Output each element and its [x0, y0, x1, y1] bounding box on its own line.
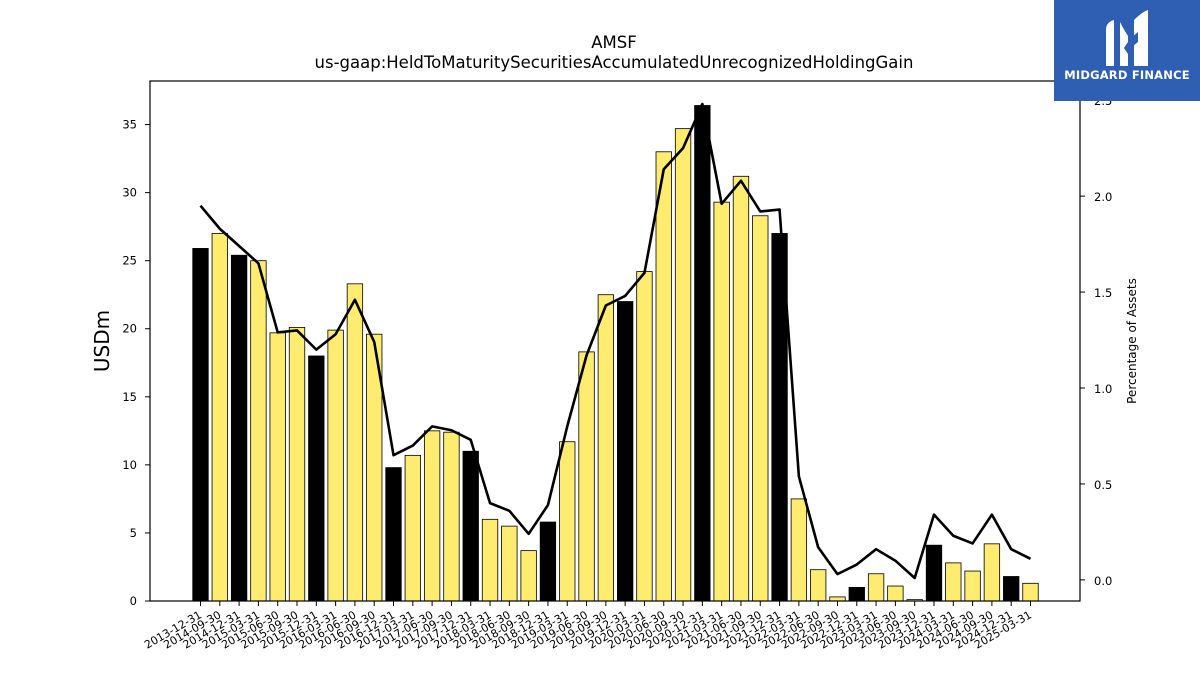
y-tick-label: 20	[122, 322, 137, 336]
bar-2016-06-30	[346, 283, 364, 602]
logo-text: MIDGARD FINANCE	[1064, 68, 1190, 82]
percentage-line	[199, 102, 1032, 580]
bar-2021-03-31	[713, 201, 730, 602]
bar-2015-12-31	[308, 355, 325, 602]
y2-tick-label: 0.0	[1094, 574, 1112, 588]
chart-title: AMSF	[591, 33, 637, 52]
bar-2020-06-30	[655, 151, 672, 602]
midgard-finance-logo: MIDGARD FINANCE	[1054, 0, 1200, 101]
bar-2018-06-30	[501, 525, 518, 602]
y2-axis-label: Percentage of Assets	[1125, 278, 1139, 404]
bar-2023-12-31	[925, 544, 943, 602]
bar-2015-06-30	[269, 332, 286, 602]
bar-2019-03-31	[559, 441, 576, 602]
plot-frame	[149, 80, 1081, 602]
x-axis: 2013-12-312014-09-302014-12-312015-03-31…	[142, 601, 1034, 652]
bar-2018-03-31	[481, 518, 499, 602]
y-tick-label: 25	[122, 254, 137, 268]
bar-2017-12-31	[462, 450, 479, 602]
bar-2013-12-31	[192, 248, 209, 602]
bar-2018-12-31	[539, 521, 557, 602]
bar-2020-03-31	[636, 271, 653, 602]
y-tick-label: 35	[122, 118, 137, 132]
bar-2023-03-31	[867, 573, 885, 602]
y-tick-label: 30	[122, 186, 137, 200]
y2-tick-label: 1.0	[1094, 382, 1112, 396]
y2-tick-label: 2.0	[1094, 190, 1112, 204]
bar-2024-12-31	[1003, 576, 1020, 602]
y-tick-label: 15	[122, 390, 137, 404]
y-tick-label: 10	[122, 458, 137, 472]
y-axis-label: USDm	[90, 310, 114, 372]
y2-tick-label: 0.5	[1094, 478, 1112, 492]
bar-2019-06-30	[578, 351, 595, 602]
y-tick-label: 0	[130, 594, 137, 608]
bar-2022-12-31	[848, 586, 865, 602]
bar-2023-06-30	[887, 585, 904, 602]
bar-2024-06-30	[964, 570, 981, 602]
bar-2016-12-31	[385, 467, 402, 602]
bar-2017-06-30	[423, 430, 441, 602]
chart-subtitle: us-gaap:HeldToMaturitySecuritiesAccumula…	[315, 53, 914, 72]
bars	[192, 105, 1039, 602]
bar-2022-09-30	[829, 596, 846, 602]
bar-2025-03-31	[1022, 582, 1039, 602]
bar-2016-03-31	[327, 329, 344, 602]
midgard-logo-icon	[1106, 10, 1148, 66]
y2-tick-label: 1.5	[1094, 286, 1112, 300]
bar-2024-09-30	[983, 543, 1001, 602]
bar-2018-09-30	[520, 550, 537, 602]
bar-2019-09-30	[597, 294, 614, 602]
bar-2014-09-30	[211, 233, 228, 602]
bar-2017-09-30	[443, 431, 460, 602]
bar-2021-09-30	[752, 215, 769, 602]
y-tick-label: 5	[130, 526, 137, 540]
bar-2022-03-31	[790, 498, 808, 602]
bar-2021-06-30	[732, 175, 750, 602]
bar-2022-06-30	[810, 569, 827, 602]
bar-2014-12-31	[230, 254, 248, 602]
bar-2024-03-31	[945, 562, 962, 602]
bar-2020-12-31	[694, 105, 711, 602]
bar-2020-09-30	[674, 128, 692, 602]
bar-2015-09-30	[288, 326, 306, 602]
bar-2017-03-31	[404, 454, 421, 602]
percentage-line-layer	[199, 102, 1032, 580]
y-axis-right: 0.00.51.01.52.02.5	[1080, 94, 1112, 588]
bar-2019-12-31	[617, 301, 634, 602]
y-axis-left: 0 5 10 15 20 25 30 35	[122, 118, 150, 608]
bar-2015-03-31	[250, 260, 267, 602]
